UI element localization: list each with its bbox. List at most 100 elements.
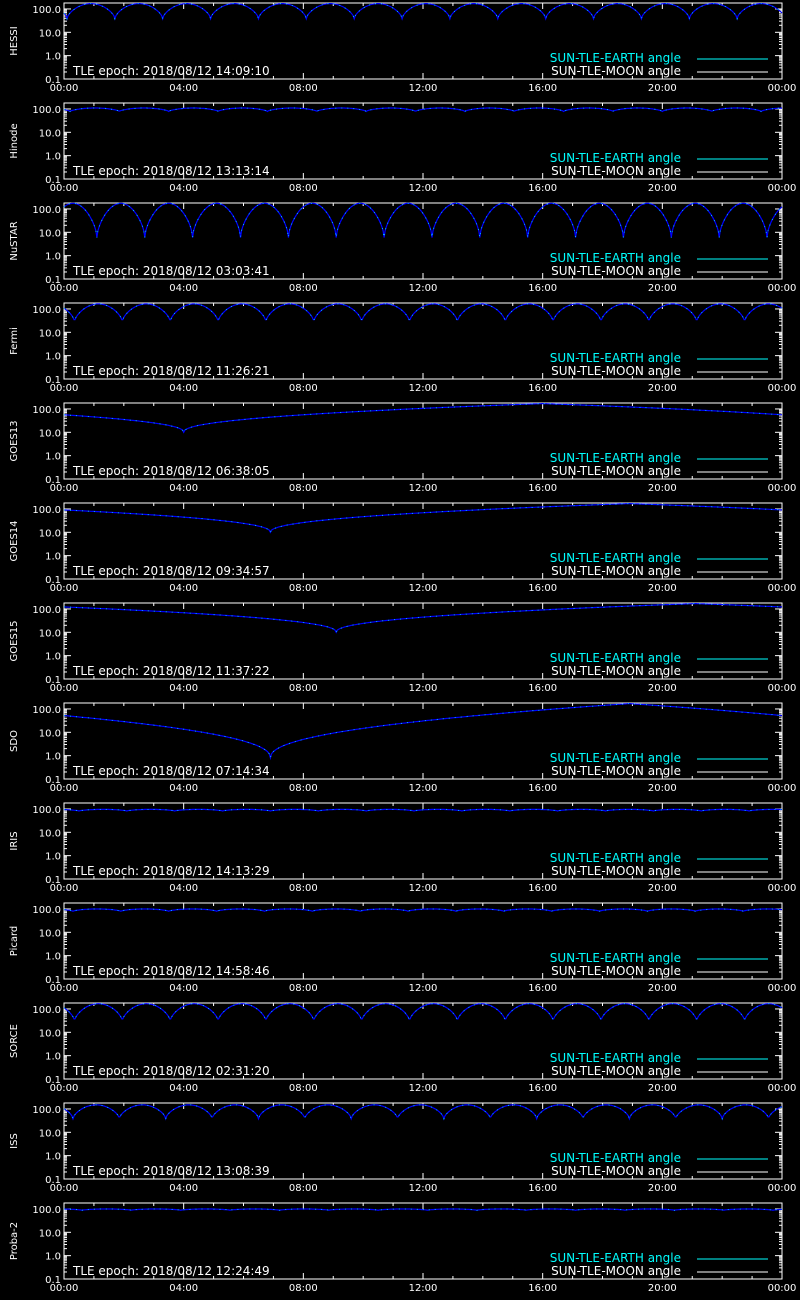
x-tick-label: 20:00 xyxy=(648,1183,677,1194)
x-tick-label: 00:00 xyxy=(50,883,79,894)
x-tick-label: 04:00 xyxy=(169,883,198,894)
y-tick-label: 1.0 xyxy=(45,352,61,363)
x-tick-label: 08:00 xyxy=(289,1183,318,1194)
x-tick-label: 08:00 xyxy=(289,883,318,894)
legend-moon-label: SUN-TLE-MOON angle xyxy=(551,864,681,878)
sun-tle-earth-curve-dots xyxy=(63,809,782,812)
x-tick-label: 12:00 xyxy=(409,883,438,894)
x-tick-label: 08:00 xyxy=(289,1083,318,1094)
x-tick-label: 12:00 xyxy=(409,1083,438,1094)
y-axis-label: GOES15 xyxy=(9,620,20,661)
legend-earth-label: SUN-TLE-EARTH angle xyxy=(550,351,681,365)
y-tick-label: 0.1 xyxy=(45,775,61,786)
legend-earth-label: SUN-TLE-EARTH angle xyxy=(550,1251,681,1265)
y-tick-label: 10.0 xyxy=(39,728,61,739)
y-tick-label: 0.1 xyxy=(45,175,61,186)
sun-tle-earth-curve xyxy=(63,202,783,238)
sun-tle-earth-curve xyxy=(64,702,783,761)
x-tick-label: 08:00 xyxy=(289,183,318,194)
x-tick-label: 00:00 xyxy=(768,983,797,994)
sun-tle-earth-curve xyxy=(63,602,782,634)
x-tick-label: 12:00 xyxy=(409,1283,438,1294)
legend-earth-label: SUN-TLE-EARTH angle xyxy=(550,1151,681,1165)
y-tick-label: 1.0 xyxy=(45,1052,61,1063)
x-tick-label: 00:00 xyxy=(50,283,79,294)
tle-epoch-text: TLE epoch: 2018/08/12 14:13:29 xyxy=(72,864,270,878)
x-tick-label: 00:00 xyxy=(768,1283,797,1294)
y-tick-label: 10.0 xyxy=(39,128,61,139)
x-tick-label: 16:00 xyxy=(528,1183,557,1194)
chart-panel-hessi: 00:00 04:00 08:00 12:00 16:00 20:00 00:00 100.0… xyxy=(9,2,796,94)
x-tick-label: 20:00 xyxy=(648,183,677,194)
x-tick-label: 00:00 xyxy=(50,683,79,694)
x-tick-label: 08:00 xyxy=(289,683,318,694)
x-tick-label: 04:00 xyxy=(169,1283,198,1294)
chart-panel-sdo: 00:00 04:00 08:00 12:00 16:00 20:00 00:00 100.0… xyxy=(9,702,796,794)
x-tick-label: 12:00 xyxy=(409,83,438,94)
x-tick-label: 04:00 xyxy=(169,183,198,194)
y-tick-label: 0.1 xyxy=(45,1275,61,1286)
y-tick-label: 100.0 xyxy=(32,305,61,316)
tle-epoch-text: TLE epoch: 2018/08/12 13:08:39 xyxy=(72,1164,270,1178)
y-tick-label: 100.0 xyxy=(32,805,61,816)
x-tick-label: 20:00 xyxy=(648,683,677,694)
sun-tle-earth-curve-dots xyxy=(63,1208,782,1211)
legend-earth-label: SUN-TLE-EARTH angle xyxy=(550,251,681,265)
y-tick-label: 10.0 xyxy=(39,228,61,239)
x-tick-label: 04:00 xyxy=(169,1183,198,1194)
tle-epoch-text: TLE epoch: 2018/08/12 02:31:20 xyxy=(72,1064,270,1078)
chart-panel-goes14: 00:00 04:00 08:00 12:00 16:00 20:00 00:00 100.0… xyxy=(9,502,796,594)
legend-moon-label: SUN-TLE-MOON angle xyxy=(551,964,681,978)
legend-moon-label: SUN-TLE-MOON angle xyxy=(551,1064,681,1078)
x-tick-label: 00:00 xyxy=(50,583,79,594)
y-axis-label: GOES13 xyxy=(9,420,20,461)
tle-epoch-text: TLE epoch: 2018/08/12 11:37:22 xyxy=(72,664,270,678)
x-tick-label: 00:00 xyxy=(50,1083,79,1094)
x-tick-label: 08:00 xyxy=(289,983,318,994)
y-tick-label: 100.0 xyxy=(32,705,61,716)
x-tick-label: 16:00 xyxy=(528,1283,557,1294)
x-tick-label: 20:00 xyxy=(648,283,677,294)
y-axis-label: IRIS xyxy=(9,831,20,850)
legend-earth-label: SUN-TLE-EARTH angle xyxy=(550,451,681,465)
x-tick-label: 04:00 xyxy=(169,483,198,494)
chart-panel-iris: 00:00 04:00 08:00 12:00 16:00 20:00 00:00 100.0… xyxy=(9,802,796,894)
x-tick-label: 00:00 xyxy=(768,483,797,494)
y-tick-label: 10.0 xyxy=(39,1028,61,1039)
x-tick-label: 08:00 xyxy=(289,1283,318,1294)
y-tick-label: 0.1 xyxy=(45,1075,61,1086)
y-tick-label: 0.1 xyxy=(45,675,61,686)
sun-tle-earth-curve xyxy=(63,303,783,321)
x-tick-label: 12:00 xyxy=(409,983,438,994)
y-axis-label: Proba-2 xyxy=(9,1222,20,1260)
y-tick-label: 10.0 xyxy=(39,628,61,639)
legend-moon-label: SUN-TLE-MOON angle xyxy=(551,664,681,678)
x-tick-label: 04:00 xyxy=(169,683,198,694)
y-tick-label: 1.0 xyxy=(45,252,61,263)
x-tick-label: 20:00 xyxy=(648,1283,677,1294)
y-tick-label: 1.0 xyxy=(45,452,61,463)
x-tick-label: 12:00 xyxy=(409,183,438,194)
x-tick-label: 12:00 xyxy=(409,483,438,494)
x-tick-label: 00:00 xyxy=(50,1283,79,1294)
tle-epoch-text: TLE epoch: 2018/08/12 03:03:41 xyxy=(72,264,270,278)
y-tick-label: 1.0 xyxy=(45,652,61,663)
y-tick-label: 100.0 xyxy=(32,1105,61,1116)
chart-panel-goes15: 00:00 04:00 08:00 12:00 16:00 20:00 00:00 100.0… xyxy=(9,602,796,694)
legend-moon-label: SUN-TLE-MOON angle xyxy=(551,264,681,278)
x-tick-label: 04:00 xyxy=(169,283,198,294)
sun-tle-earth-curve-dots xyxy=(63,3,783,21)
tle-epoch-text: TLE epoch: 2018/08/12 11:26:21 xyxy=(72,364,270,378)
x-tick-label: 20:00 xyxy=(648,83,677,94)
x-tick-label: 20:00 xyxy=(648,1083,677,1094)
y-axis-label: Hinode xyxy=(9,123,20,158)
x-tick-label: 08:00 xyxy=(289,383,318,394)
x-tick-label: 16:00 xyxy=(528,183,557,194)
x-tick-label: 04:00 xyxy=(169,1083,198,1094)
x-tick-label: 00:00 xyxy=(50,783,79,794)
sun-tle-earth-curve-dots xyxy=(63,908,783,912)
x-tick-label: 20:00 xyxy=(648,883,677,894)
y-tick-label: 0.1 xyxy=(45,275,61,286)
y-tick-label: 10.0 xyxy=(39,1228,61,1239)
